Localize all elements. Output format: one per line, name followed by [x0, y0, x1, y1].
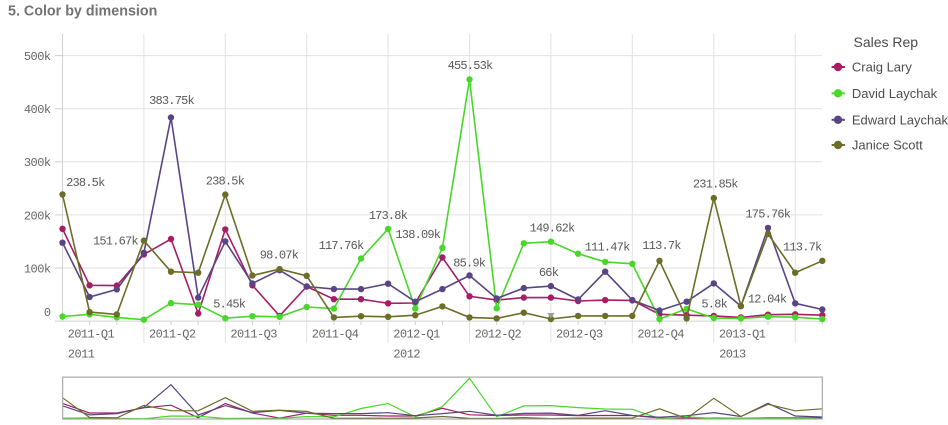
- svg-text:David Laychak: David Laychak: [852, 86, 938, 101]
- svg-text:200k: 200k: [24, 209, 51, 223]
- svg-text:113.7k: 113.7k: [783, 241, 822, 255]
- svg-text:2012-Q4: 2012-Q4: [637, 327, 684, 341]
- svg-text:173.8k: 173.8k: [369, 209, 408, 223]
- svg-text:98.07k: 98.07k: [260, 249, 299, 263]
- svg-text:151.67k: 151.67k: [93, 234, 138, 248]
- svg-text:2011-Q1: 2011-Q1: [68, 327, 115, 341]
- svg-text:117.76k: 117.76k: [319, 239, 364, 253]
- svg-text:400k: 400k: [24, 103, 51, 117]
- svg-text:Craig Lary: Craig Lary: [852, 60, 912, 75]
- svg-text:66k: 66k: [539, 266, 559, 280]
- svg-text:2011-Q2: 2011-Q2: [149, 327, 196, 341]
- svg-text:2011-Q4: 2011-Q4: [312, 327, 359, 341]
- svg-text:Janice Scott: Janice Scott: [852, 138, 923, 153]
- svg-text:2011: 2011: [68, 347, 95, 361]
- svg-text:175.76k: 175.76k: [745, 208, 790, 222]
- svg-text:100k: 100k: [24, 262, 51, 276]
- svg-text:2012-Q3: 2012-Q3: [556, 327, 603, 341]
- svg-text:300k: 300k: [24, 156, 51, 170]
- svg-text:238.5k: 238.5k: [206, 175, 245, 189]
- svg-text:500k: 500k: [24, 50, 51, 64]
- svg-text:2012-Q2: 2012-Q2: [475, 327, 522, 341]
- svg-text:238.5k: 238.5k: [66, 176, 105, 190]
- svg-text:2011-Q3: 2011-Q3: [230, 327, 277, 341]
- svg-text:231.85k: 231.85k: [693, 178, 738, 192]
- svg-text:2013: 2013: [719, 347, 746, 361]
- svg-text:383.75k: 383.75k: [149, 94, 194, 108]
- svg-text:5.45k: 5.45k: [213, 298, 246, 312]
- svg-text:Sales Rep: Sales Rep: [854, 34, 919, 50]
- svg-text:2012-Q1: 2012-Q1: [393, 327, 440, 341]
- svg-text:149.62k: 149.62k: [530, 222, 575, 236]
- svg-text:2012: 2012: [393, 347, 420, 361]
- svg-text:5.8k: 5.8k: [701, 298, 727, 312]
- svg-text:455.53k: 455.53k: [448, 59, 493, 73]
- svg-text:138.09k: 138.09k: [395, 228, 440, 242]
- svg-text:Edward Laychak: Edward Laychak: [852, 112, 948, 127]
- svg-text:12.04k: 12.04k: [748, 293, 787, 307]
- svg-text:2013-Q1: 2013-Q1: [719, 327, 766, 341]
- svg-text:0: 0: [44, 306, 51, 320]
- svg-text:5. Color by dimension: 5. Color by dimension: [8, 4, 157, 20]
- svg-text:85.9k: 85.9k: [453, 257, 486, 271]
- svg-text:111.47k: 111.47k: [585, 241, 630, 255]
- svg-text:113.7k: 113.7k: [642, 239, 681, 253]
